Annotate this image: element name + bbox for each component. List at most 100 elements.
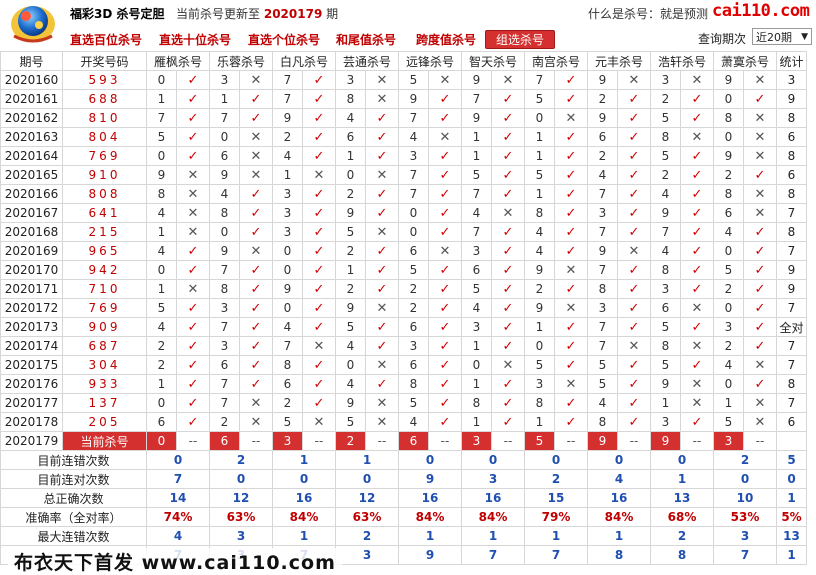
nav-tab-3[interactable]: 和尾值杀号 (336, 33, 397, 47)
kill-number: 7 (461, 222, 492, 242)
winning-number: 215 (62, 222, 147, 242)
stat-label: 目前连错次数 (0, 450, 147, 470)
period-select[interactable]: 近20期 ▼ (752, 28, 812, 45)
row-stat: 8 (776, 222, 807, 242)
kill-number: 2 (398, 298, 429, 318)
check-icon: ✓ (491, 374, 525, 394)
kill-number: 4 (461, 203, 492, 223)
check-icon: ✓ (365, 336, 399, 356)
nav-tab-2[interactable]: 直选个位杀号 (248, 33, 321, 47)
check-icon: ✓ (554, 203, 588, 223)
check-icon: ✓ (187, 91, 199, 107)
kill-number: 0 (335, 355, 366, 375)
check-icon: ✓ (187, 414, 199, 430)
check-icon: ✓ (176, 127, 210, 147)
table-row: 2020161 688 1 ✓ 1 ✓ 7 ✓ 8 ✕ 9 ✓ 7 ✓ 5 ✓ 2 ✓ 2 ✓ 0 ✓ 9 (0, 89, 807, 109)
check-icon: ✓ (302, 146, 336, 166)
kill-number: 5 (650, 108, 681, 128)
nav-tab-0[interactable]: 直选百位杀号 (70, 33, 143, 47)
kill-number: 8 (713, 184, 744, 204)
stat-value: 16 (587, 488, 651, 508)
update-suffix: 期 (326, 7, 339, 21)
kill-explain-link[interactable]: 什么是杀号：就是预测 (588, 7, 709, 21)
check-icon: ✓ (691, 205, 703, 221)
kill-number: 1 (335, 146, 366, 166)
row-stat: 7 (776, 355, 807, 375)
issue-number: 2020171 (0, 279, 63, 299)
check-icon: ✓ (439, 300, 451, 316)
pending-mark: -- (554, 431, 588, 451)
nav-tab-1[interactable]: 直选十位杀号 (159, 33, 232, 47)
cross-icon: ✕ (365, 355, 399, 375)
kill-number: 2 (209, 412, 240, 432)
stat-value: 2 (713, 450, 777, 470)
kill-number: 9 (587, 70, 618, 90)
check-icon: ✓ (743, 241, 777, 261)
kill-number: 3 (398, 146, 429, 166)
cross-icon: ✕ (691, 338, 703, 354)
check-icon: ✓ (491, 146, 525, 166)
check-icon: ✓ (313, 262, 325, 278)
check-icon: ✓ (428, 279, 462, 299)
kill-number: 6 (209, 146, 240, 166)
kill-number: 7 (587, 260, 618, 280)
stat-value: 16 (461, 488, 525, 508)
cross-icon: ✕ (376, 167, 388, 183)
kill-number: 0 (272, 241, 303, 261)
column-header: 期号 (0, 51, 63, 71)
check-icon: ✓ (187, 148, 199, 164)
stat-value: 15 (524, 488, 588, 508)
cross-icon: ✕ (617, 70, 651, 90)
cross-icon: ✕ (176, 203, 210, 223)
kill-number: 4 (587, 393, 618, 413)
current-kill-button[interactable]: 当前杀号 (62, 431, 147, 451)
cross-icon: ✕ (250, 148, 262, 164)
stat-value: 0 (650, 450, 714, 470)
table-row: 2020177 137 0 ✓ 7 ✕ 2 ✓ 9 ✕ 5 ✓ 8 ✓ 8 ✓ 4 ✓ 1 ✕ 1 ✕ 7 (0, 393, 807, 413)
cross-icon: ✕ (439, 72, 451, 88)
check-icon: ✓ (491, 127, 525, 147)
check-icon: ✓ (302, 108, 336, 128)
kill-number: 8 (524, 203, 555, 223)
cross-icon: ✕ (239, 146, 273, 166)
cross-icon: ✕ (187, 186, 199, 202)
current-kill-number: 6 (398, 431, 429, 451)
check-icon: ✓ (691, 148, 703, 164)
kill-number: 1 (146, 279, 177, 299)
cross-icon: ✕ (187, 281, 199, 297)
stat-value: 1 (524, 526, 588, 546)
issue-number: 2020163 (0, 127, 63, 147)
check-icon: ✓ (239, 203, 273, 223)
check-icon: ✓ (439, 357, 451, 373)
kill-number: 1 (524, 127, 555, 147)
stat-label: 总正确次数 (0, 488, 147, 508)
kill-number: 4 (461, 298, 492, 318)
check-icon: ✓ (617, 317, 651, 337)
check-icon: ✓ (376, 262, 388, 278)
cross-icon: ✕ (428, 70, 462, 90)
check-icon: ✓ (491, 317, 525, 337)
check-icon: ✓ (502, 148, 514, 164)
nav-tab-5[interactable]: 组选杀号 (485, 30, 556, 49)
current-kill-number: 0 (146, 431, 177, 451)
winning-number: 137 (62, 393, 147, 413)
cross-icon: ✕ (743, 127, 777, 147)
winning-number: 687 (62, 336, 147, 356)
table-row: 2020172 769 5 ✓ 3 ✓ 0 ✓ 9 ✕ 2 ✓ 4 ✓ 9 ✕ 3 ✓ 6 ✕ 0 ✓ 7 (0, 298, 807, 318)
check-icon: ✓ (554, 165, 588, 185)
site-name-link[interactable]: cai110.com (712, 1, 810, 21)
check-icon: ✓ (617, 393, 651, 413)
check-icon: ✓ (187, 72, 199, 88)
column-header: 雁枫杀号 (146, 51, 210, 71)
cross-icon: ✕ (554, 260, 588, 280)
table-row: 2020169 965 4 ✓ 9 ✕ 0 ✓ 2 ✓ 6 ✕ 3 ✓ 4 ✓ 9 ✕ 4 ✓ 0 ✓ 7 (0, 241, 807, 261)
kill-number: 4 (524, 241, 555, 261)
kill-number: 3 (587, 298, 618, 318)
nav-tab-4[interactable]: 跨度值杀号 (416, 33, 477, 47)
issue-number: 2020167 (0, 203, 63, 223)
check-icon: ✓ (428, 222, 462, 242)
cross-icon: ✕ (754, 110, 766, 126)
check-icon: ✓ (365, 146, 399, 166)
check-icon: ✓ (754, 319, 766, 335)
column-header: 乐蓉杀号 (209, 51, 273, 71)
